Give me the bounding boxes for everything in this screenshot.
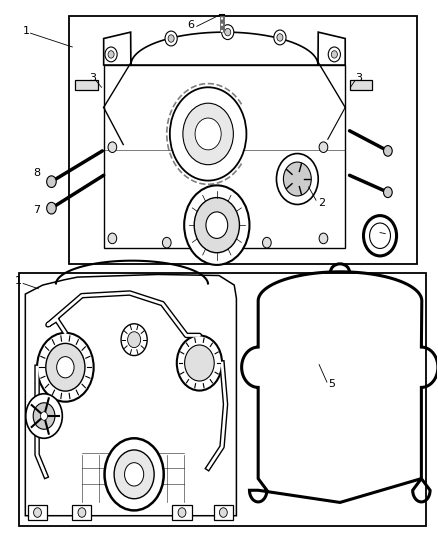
Polygon shape: [25, 274, 237, 516]
Circle shape: [34, 508, 42, 518]
Bar: [19, 273, 426, 526]
Circle shape: [328, 47, 340, 62]
Bar: [28, 505, 47, 520]
Circle shape: [331, 51, 337, 58]
Circle shape: [108, 51, 114, 58]
Circle shape: [225, 28, 231, 36]
Text: 7: 7: [34, 205, 41, 215]
Circle shape: [33, 403, 55, 429]
Circle shape: [105, 47, 117, 62]
Bar: [72, 505, 92, 520]
Polygon shape: [104, 32, 345, 65]
Circle shape: [105, 438, 164, 511]
Circle shape: [108, 142, 117, 152]
Circle shape: [222, 25, 234, 39]
Text: 7: 7: [384, 190, 392, 200]
Circle shape: [124, 463, 144, 486]
Circle shape: [37, 333, 94, 402]
Circle shape: [162, 237, 171, 248]
Circle shape: [274, 30, 286, 45]
Circle shape: [177, 335, 222, 391]
Circle shape: [194, 198, 240, 253]
Circle shape: [46, 343, 85, 391]
Circle shape: [78, 508, 86, 518]
Circle shape: [170, 87, 247, 181]
Bar: [250, 76, 323, 123]
Polygon shape: [104, 65, 345, 248]
Bar: [214, 505, 233, 520]
Text: 1: 1: [15, 276, 22, 286]
Circle shape: [276, 154, 318, 205]
Bar: [350, 80, 372, 91]
Circle shape: [47, 176, 56, 188]
Circle shape: [283, 162, 311, 196]
Circle shape: [277, 34, 283, 41]
Circle shape: [114, 450, 154, 499]
Text: 2: 2: [318, 198, 325, 208]
Circle shape: [185, 345, 214, 381]
Bar: [69, 15, 417, 264]
Circle shape: [364, 216, 396, 256]
Circle shape: [47, 203, 56, 214]
Circle shape: [183, 103, 233, 165]
Circle shape: [57, 357, 74, 378]
Circle shape: [121, 324, 147, 356]
Text: 8: 8: [34, 168, 41, 177]
Circle shape: [26, 394, 62, 438]
Circle shape: [319, 233, 328, 244]
Text: 7: 7: [384, 148, 392, 158]
Text: 6: 6: [187, 20, 194, 30]
Circle shape: [127, 332, 141, 348]
Circle shape: [319, 142, 328, 152]
Circle shape: [108, 233, 117, 244]
Circle shape: [184, 185, 250, 265]
Text: 3: 3: [355, 73, 362, 83]
Circle shape: [219, 508, 227, 518]
Text: 5: 5: [328, 379, 336, 389]
Circle shape: [41, 412, 47, 420]
Circle shape: [178, 508, 186, 518]
Text: 4: 4: [386, 231, 393, 241]
Circle shape: [206, 212, 228, 238]
Bar: [173, 505, 191, 520]
Text: 1: 1: [23, 26, 30, 36]
Circle shape: [262, 237, 271, 248]
Circle shape: [165, 31, 177, 46]
Text: 3: 3: [89, 73, 96, 83]
Circle shape: [384, 146, 392, 156]
Circle shape: [370, 223, 391, 248]
Circle shape: [195, 118, 221, 150]
Circle shape: [168, 35, 174, 42]
Circle shape: [384, 187, 392, 198]
Bar: [48, 301, 227, 503]
Bar: [75, 80, 98, 91]
